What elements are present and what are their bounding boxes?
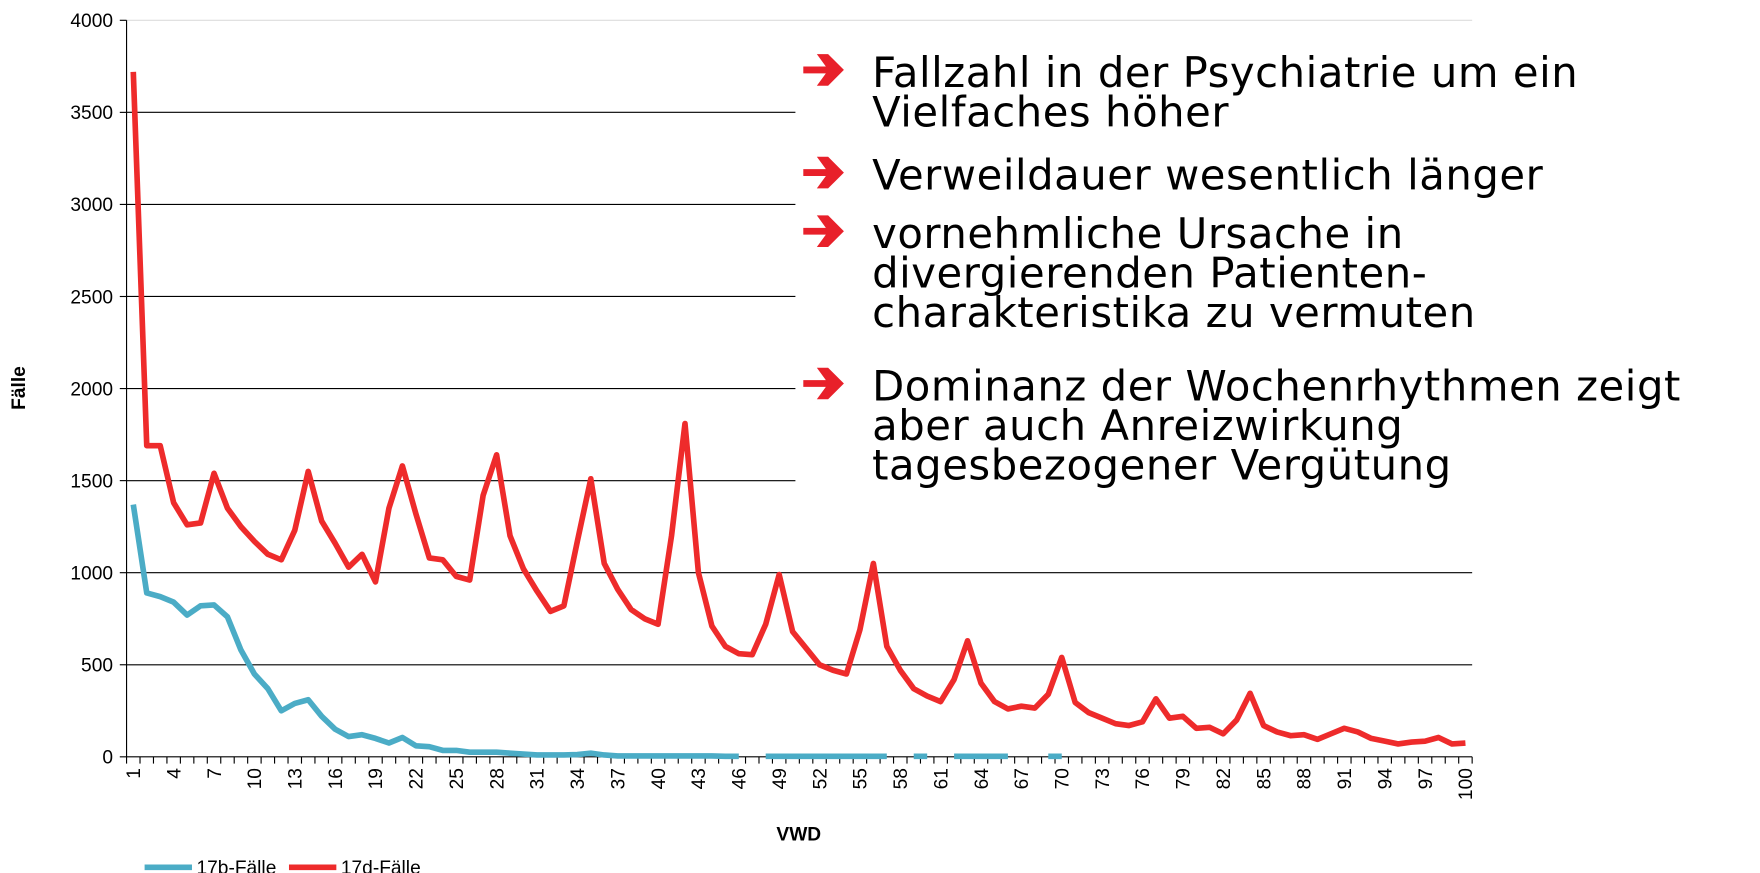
x-tick-label: 22 [407,768,428,789]
x-tick-label: 73 [1093,768,1114,789]
x-tick-label: 19 [366,768,387,789]
x-tick-label: 46 [730,768,751,789]
data-line [130,504,1062,760]
y-tick-label: 1500 [70,471,113,492]
annotation-text: Vielfaches höher [872,87,1229,136]
y-tick-label: 2000 [70,379,113,400]
x-tick-label: 40 [649,768,670,789]
x-tick-label: 91 [1335,768,1356,789]
y-tick-label: 4000 [70,11,113,32]
legend-label: 17d-Fälle [341,858,421,873]
x-tick-label: 88 [1295,768,1316,789]
x-tick-label: 4 [164,768,185,779]
x-tick-label: 79 [1174,768,1195,789]
x-tick-label: 97 [1416,768,1437,789]
x-tick-label: 94 [1375,768,1396,790]
annotation-background [795,33,1760,508]
annotation-text: charakteristika zu vermuten [872,288,1476,337]
x-tick-label: 16 [326,768,347,789]
plot-area [130,71,1466,760]
x-tick-label: 34 [568,768,589,790]
x-tick-label: 58 [891,768,912,789]
annotations: Fallzahl in der Psychiatrie um einVielfa… [803,48,1681,489]
annotation-text: Dominanz der Wochenrhythmen zeigt [872,361,1681,410]
annotation-text: Verweildauer wesentlich länger [872,150,1544,199]
y-tick-label: 0 [102,748,113,769]
x-tick-label: 28 [487,768,508,789]
legend-label: 17b-Fälle [196,858,276,873]
annotation-text: Fallzahl in der Psychiatrie um ein [872,48,1578,97]
data-line [130,71,1466,747]
x-tick-label: 52 [810,768,831,789]
x-tick-label: 37 [608,768,629,789]
x-tick-label: 7 [205,768,226,779]
annotation-text: divergierenden Patienten- [872,249,1427,298]
x-tick-label: 31 [528,768,549,789]
x-tick-label: 67 [1012,768,1033,789]
x-tick-label: 13 [286,768,307,789]
y-tick-label: 2500 [70,287,113,308]
x-tick-label: 85 [1254,768,1275,789]
x-tick-label: 49 [770,768,791,789]
x-tick-label: 55 [851,768,872,789]
x-tick-label: 43 [689,768,710,789]
bullet-arrow [803,367,844,400]
x-tick-label: 1 [124,768,145,779]
y-tick-label: 1000 [70,563,113,584]
annotation-text: tagesbezogener Vergütung [872,440,1452,489]
x-tick-label: 10 [245,768,266,789]
bullet-arrow [803,215,844,248]
y-axis-title: Fälle [9,366,30,410]
y-tick-label: 3500 [70,103,113,124]
x-tick-label: 25 [447,768,468,789]
bullet-arrow [803,54,844,86]
x-tick-label: 61 [931,768,952,789]
x-tick-label: 76 [1133,768,1154,789]
y-tick-label: 3000 [70,195,113,216]
y-tick-label: 500 [81,656,113,677]
x-tick-label: 64 [972,768,993,790]
x-tick-label: 100 [1456,768,1477,800]
x-tick-label: 70 [1053,768,1074,789]
annotation-text: aber auch Anreizwirkung [872,401,1403,450]
bullet-arrow [803,156,844,189]
x-tick-label: 82 [1214,768,1235,789]
x-axis-title: VWD [776,824,821,845]
annotation-text: vornehmliche Ursache in [872,209,1404,258]
